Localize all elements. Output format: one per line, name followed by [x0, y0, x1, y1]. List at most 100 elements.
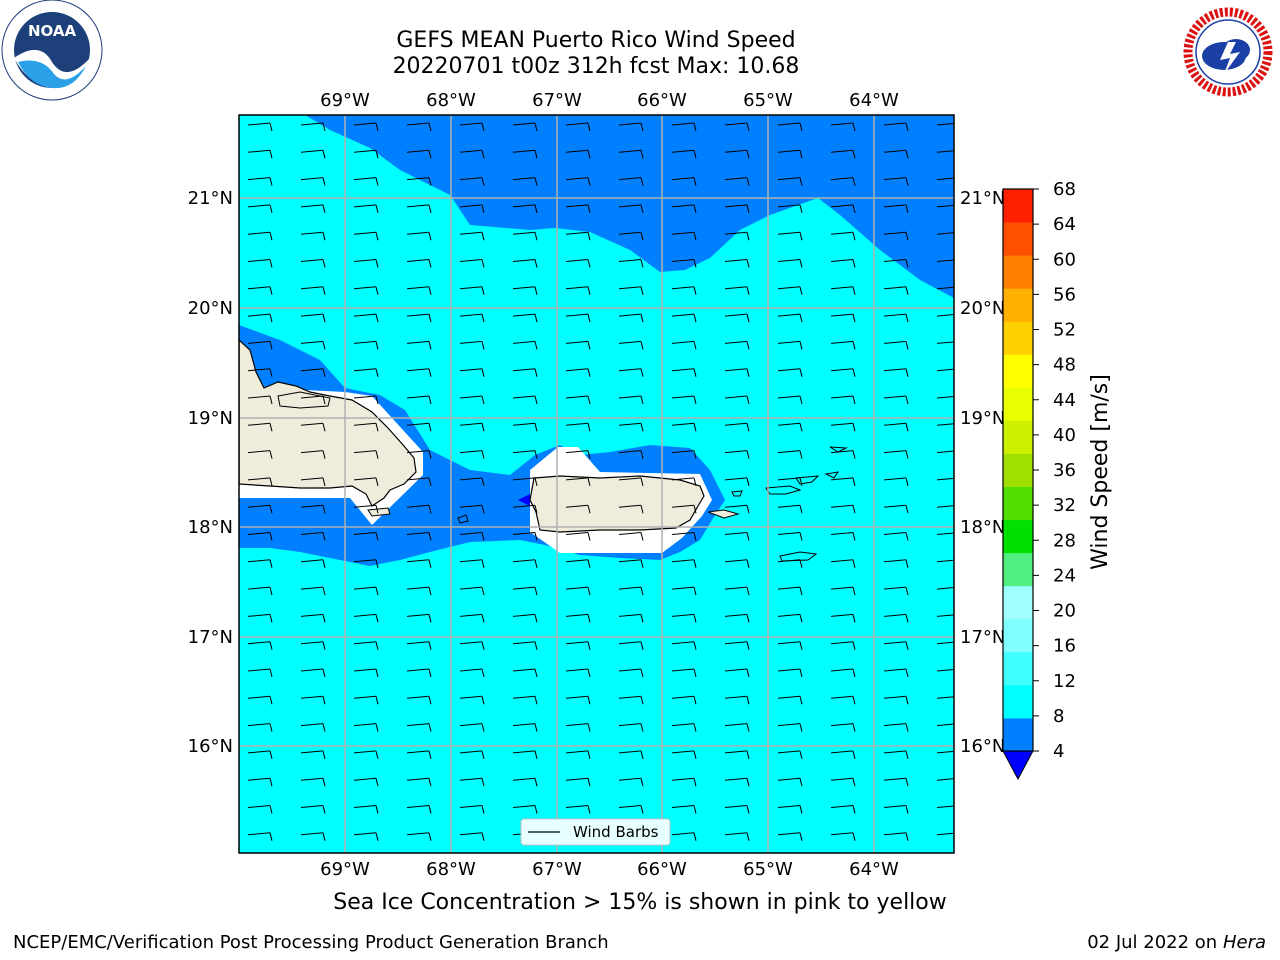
wind-barb: [618, 450, 644, 459]
wind-barb: [353, 805, 379, 814]
wind-barb: [936, 505, 954, 508]
wind-barb: [565, 340, 591, 350]
wind-barb: [300, 559, 326, 568]
wind-barb: [777, 805, 803, 814]
wind-barb: [671, 395, 697, 405]
wind-barb: [724, 395, 750, 405]
wind-barb: [830, 532, 856, 541]
wind-barb: [353, 668, 379, 678]
wind-barb: [830, 286, 856, 295]
wind-barb: [830, 422, 856, 432]
wind-barb: [406, 832, 432, 841]
colorbar-segment: [1003, 717, 1033, 752]
wind-barb: [936, 232, 954, 235]
wind-barb: [671, 231, 697, 241]
wind-barb: [353, 613, 379, 623]
wind-barb: [353, 286, 379, 295]
wind-barb: [724, 532, 750, 541]
wind-barb: [724, 177, 750, 186]
wind-barb: [724, 641, 750, 650]
wind-barb: [353, 586, 379, 596]
virgin-islands-tortola: [795, 475, 820, 485]
lat-label: 18°N: [960, 517, 1005, 538]
colorbar-tick-label: 20: [1053, 601, 1076, 622]
colorbar-segment: [1003, 453, 1033, 488]
wind-barb: [936, 368, 954, 372]
wind-barb: [512, 532, 538, 541]
wind-barb: [565, 122, 591, 132]
wind-barb: [512, 586, 538, 596]
wind-barb: [406, 695, 432, 705]
wind-barb: [247, 532, 273, 541]
wind-barb: [459, 340, 485, 350]
wind-barb: [936, 341, 954, 344]
wind-barb: [247, 177, 273, 186]
wind-barb: [512, 805, 538, 814]
wind-barb: [830, 477, 856, 487]
wind-barb: [406, 750, 432, 760]
colorbar-segment: [1003, 321, 1033, 355]
wind-barb: [512, 695, 538, 705]
wind-barb: [247, 668, 273, 678]
wind-barb: [936, 614, 954, 617]
lat-label: 17°N: [960, 627, 1005, 648]
wind-barb: [459, 450, 485, 459]
wind-barb: [671, 559, 697, 568]
wind-barb: [724, 450, 750, 459]
lon-labels-top: 69°W 68°W 67°W 66°W 65°W 64°W: [320, 90, 899, 111]
wind-barb: [883, 149, 909, 159]
wind-barb: [565, 613, 591, 623]
wind-barb: [406, 641, 432, 650]
wind-barb: [618, 231, 644, 241]
lat-label: 18°N: [188, 517, 233, 538]
wind-barb: [936, 314, 954, 317]
wind-barb: [247, 422, 273, 432]
wind-barb: [353, 422, 379, 432]
wind-barb: [830, 231, 856, 241]
wind-barb: [247, 368, 273, 377]
wind-barb: [300, 340, 326, 350]
wind-barb: [565, 450, 591, 459]
wind-barb: [777, 777, 803, 787]
wind-barb: [353, 723, 379, 732]
wind-barb: [512, 559, 538, 568]
wind-barb: [512, 368, 538, 377]
wind-barb: [936, 832, 954, 836]
footer-date-text: 02 Jul 2022 on: [1087, 932, 1223, 953]
colorbar-segment: [1003, 288, 1033, 322]
wind-barb: [406, 777, 432, 787]
lat-label: 21°N: [960, 188, 1005, 209]
noaa-logo: NOAA: [1, 0, 103, 101]
wind-barb: [459, 177, 485, 186]
wind-barb: [300, 177, 326, 186]
wind-barb: [353, 832, 379, 841]
footer-host: Hera: [1222, 932, 1266, 953]
lon-label: 69°W: [320, 859, 370, 880]
wind-barb: [936, 450, 954, 454]
wind-barb: [936, 778, 954, 781]
colorbar-tick-label: 60: [1053, 249, 1076, 270]
wind-barb: [618, 177, 644, 186]
colorbar-tick-label: 64: [1053, 214, 1076, 235]
nws-logo: [1180, 4, 1276, 100]
wind-barb: [618, 805, 644, 814]
colorbar-tick-label: 8: [1053, 706, 1064, 727]
title-line-1: GEFS MEAN Puerto Rico Wind Speed: [396, 28, 796, 53]
lat-label: 19°N: [188, 408, 233, 429]
wind-barb: [830, 750, 856, 760]
wind-barb: [671, 313, 697, 323]
wind-barb: [353, 559, 379, 568]
wind-barb: [406, 504, 432, 514]
legend-label: Wind Barbs: [573, 823, 659, 841]
wind-barb: [565, 259, 591, 268]
wind-barb: [724, 777, 750, 787]
graticule: [239, 115, 954, 853]
wind-barb: [512, 723, 538, 732]
wind-barb: [459, 641, 485, 650]
wind-barb: [777, 723, 803, 732]
wind-barb: [618, 122, 644, 132]
lon-label: 64°W: [849, 859, 899, 880]
wind-barb: [406, 532, 432, 541]
colorbar-segment: [1003, 519, 1033, 554]
